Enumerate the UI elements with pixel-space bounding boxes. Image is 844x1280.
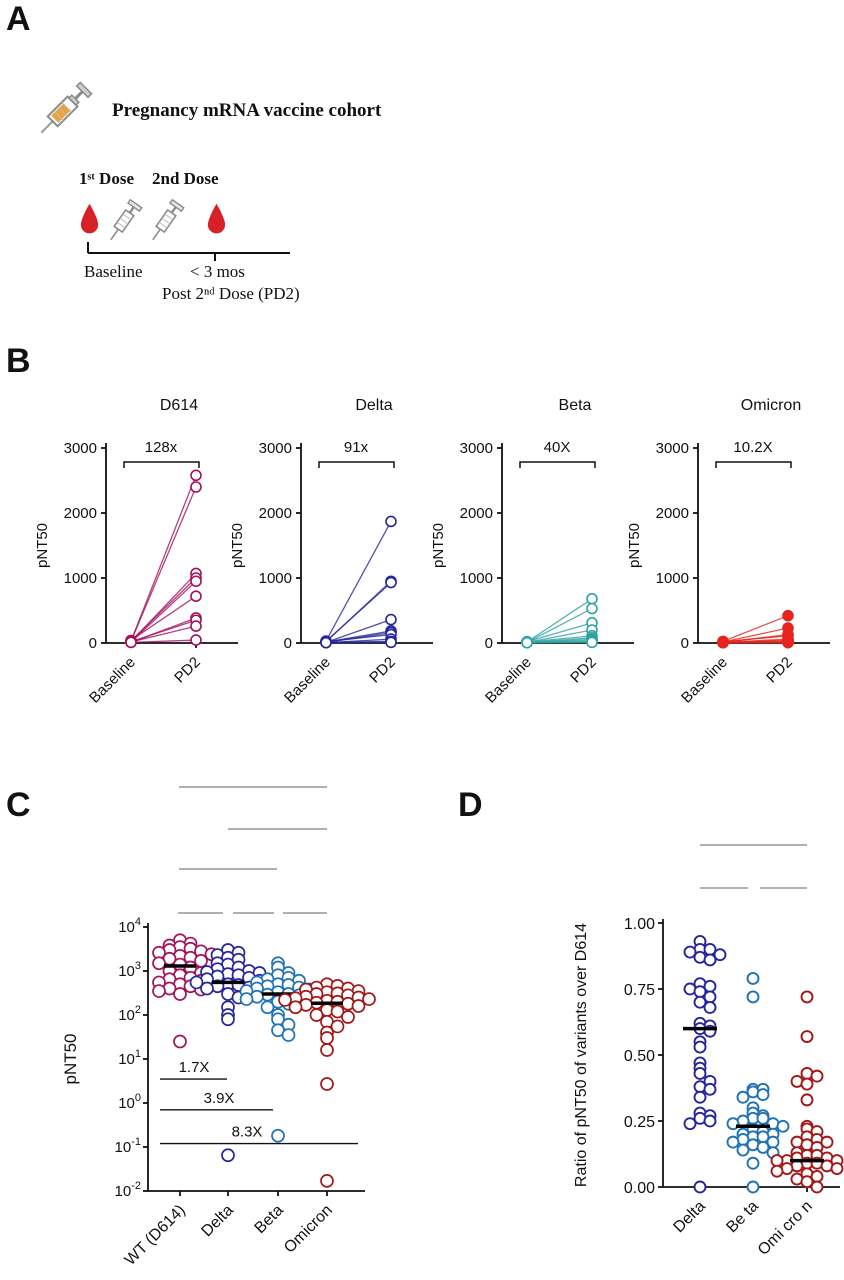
- blood-drop-icon: [207, 203, 226, 234]
- svg-text:PD2: PD2: [366, 654, 399, 687]
- svg-text:0: 0: [284, 635, 292, 652]
- timeline-baseline-label: Baseline: [84, 262, 143, 281]
- svg-text:pNT50: pNT50: [626, 523, 643, 568]
- panel-b-label: B: [6, 342, 31, 380]
- svg-text:0.25: 0.25: [624, 1114, 655, 1131]
- panel-c-label: C: [6, 786, 31, 824]
- svg-text:Omicron: Omicron: [741, 397, 801, 414]
- syringe-icon: [40, 81, 93, 134]
- syringe-icon: [152, 198, 185, 241]
- svg-text:Omicron: Omicron: [281, 1202, 336, 1257]
- svg-text:D614: D614: [160, 397, 198, 414]
- svg-text:Baseline: Baseline: [86, 654, 139, 707]
- panel-b-plot-delta: Delta 0 1000 2000 3000 pNT50 Baseline PD2 91x: [229, 397, 433, 707]
- panel-b-plot-d614: D614 0 1000 2000 3000 pNT50 Baseline PD2 128x: [34, 397, 238, 707]
- svg-text:102: 102: [118, 1004, 141, 1024]
- svg-text:3000: 3000: [656, 440, 689, 457]
- svg-text:40X: 40X: [544, 439, 571, 456]
- svg-text:Beta: Beta: [252, 1202, 287, 1237]
- svg-text:0: 0: [485, 635, 493, 652]
- cohort-title: Pregnancy mRNA vaccine cohort: [112, 100, 382, 121]
- svg-text:Baseline: Baseline: [482, 654, 535, 707]
- svg-text:3000: 3000: [64, 440, 97, 457]
- panel-c-scatter: 104 103 102 101 100 10-1 10-2 pNT50 WT (D614) Del…: [61, 786, 376, 1269]
- svg-text:1000: 1000: [656, 570, 689, 587]
- svg-text:1000: 1000: [460, 570, 493, 587]
- svg-text:Ratio of pNT50 of variants ove: Ratio of pNT50 of variants over D614: [573, 923, 590, 1187]
- svg-text:3.9X: 3.9X: [204, 1090, 235, 1107]
- svg-text:0.75: 0.75: [624, 982, 655, 999]
- svg-text:1000: 1000: [64, 570, 97, 587]
- svg-text:Beta: Beta: [559, 397, 592, 414]
- svg-text:WT (D614): WT (D614): [122, 1202, 189, 1269]
- svg-text:0.00: 0.00: [624, 1180, 655, 1197]
- timeline: [87, 242, 290, 261]
- timeline-pd2-label: Post 2ⁿᵈ Dose (PD2): [162, 284, 300, 303]
- svg-text:1000: 1000: [259, 570, 292, 587]
- panel-b-plot-omicron: Omicron 0 1000 2000 3000 pNT50 Baseline PD2 10.2…: [626, 397, 830, 707]
- panel-d-label: D: [458, 786, 483, 824]
- panel-a-label: A: [6, 0, 31, 38]
- svg-text:pNT50: pNT50: [430, 523, 447, 568]
- svg-text:1.00: 1.00: [624, 916, 655, 933]
- blood-drop-icon: [80, 203, 99, 234]
- svg-text:Be ta: Be ta: [723, 1198, 762, 1237]
- first-dose-label: 1ˢᵗ Dose: [79, 169, 134, 188]
- svg-text:Omi cro n: Omi cro n: [755, 1198, 816, 1259]
- svg-text:0: 0: [89, 635, 97, 652]
- svg-text:10-2: 10-2: [115, 1180, 141, 1200]
- svg-text:Baseline: Baseline: [678, 654, 731, 707]
- svg-text:2000: 2000: [64, 505, 97, 522]
- syringe-icon: [110, 198, 143, 241]
- svg-text:104: 104: [118, 916, 141, 936]
- svg-text:Delta: Delta: [355, 397, 392, 414]
- svg-text:2000: 2000: [460, 505, 493, 522]
- svg-text:pNT50: pNT50: [61, 1033, 80, 1084]
- svg-text:3000: 3000: [460, 440, 493, 457]
- svg-text:pNT50: pNT50: [229, 523, 246, 568]
- second-dose-label: 2nd Dose: [152, 169, 219, 188]
- svg-text:0: 0: [681, 635, 689, 652]
- svg-text:2000: 2000: [656, 505, 689, 522]
- svg-text:101: 101: [118, 1048, 141, 1068]
- svg-text:1.7X: 1.7X: [179, 1059, 210, 1076]
- svg-text:3000: 3000: [259, 440, 292, 457]
- svg-text:128x: 128x: [145, 439, 178, 456]
- svg-text:10-1: 10-1: [115, 1136, 141, 1156]
- svg-text:Baseline: Baseline: [281, 654, 334, 707]
- svg-text:100: 100: [118, 1092, 141, 1112]
- svg-text:PD2: PD2: [567, 654, 600, 687]
- svg-text:PD2: PD2: [763, 654, 796, 687]
- svg-text:Delta: Delta: [670, 1198, 709, 1237]
- svg-text:2000: 2000: [259, 505, 292, 522]
- panel-b-plot-beta: Beta 0 1000 2000 3000 pNT50 Baseline PD2 40X: [430, 397, 634, 707]
- svg-text:103: 103: [118, 960, 141, 980]
- svg-text:pNT50: pNT50: [34, 523, 51, 568]
- panel-d-scatter: 0.00 0.25 0.50 0.75 1.00 Ratio of pNT50 of va…: [573, 844, 844, 1259]
- timeline-3mos-label: < 3 mos: [190, 262, 245, 281]
- svg-text:Delta: Delta: [198, 1202, 237, 1241]
- svg-text:PD2: PD2: [171, 654, 204, 687]
- svg-text:8.3X: 8.3X: [232, 1124, 263, 1141]
- svg-text:91x: 91x: [344, 439, 369, 456]
- svg-text:0.50: 0.50: [624, 1048, 655, 1065]
- svg-text:10.2X: 10.2X: [733, 439, 772, 456]
